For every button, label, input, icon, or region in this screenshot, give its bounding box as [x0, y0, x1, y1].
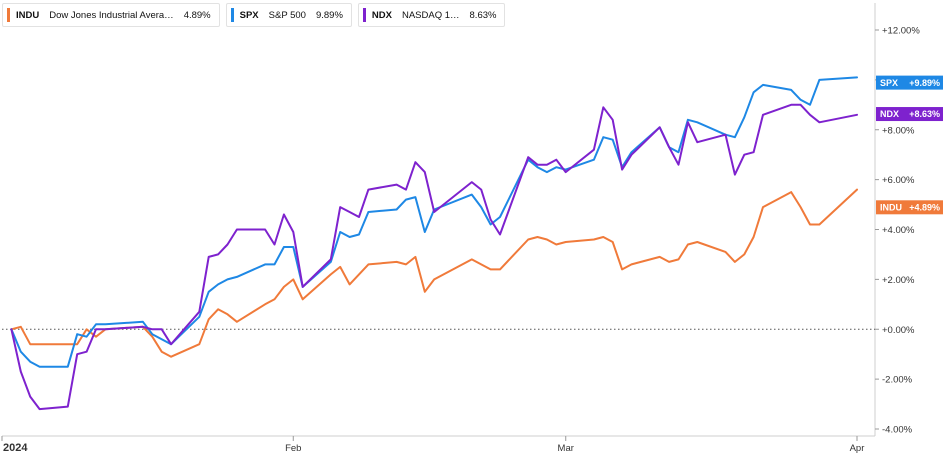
- y-tick-label: +0.00%: [882, 325, 915, 336]
- x-tick-label: Feb: [285, 443, 301, 454]
- series-line-ndx: [10, 103, 858, 411]
- plot-frame: [2, 3, 876, 437]
- end-label-ticker: INDU: [880, 203, 902, 213]
- end-label-ndx: NDX +8.63%: [876, 107, 943, 122]
- legend: INDU Dow Jones Industrial Avera… 4.89% S…: [2, 3, 506, 27]
- x-axis: 2024 Feb Mar Apr: [1, 436, 865, 454]
- y-tick-label: -2.00%: [882, 375, 913, 386]
- legend-change-ndx: 8.63%: [469, 9, 497, 21]
- legend-name-spx: S&P 500: [268, 9, 306, 21]
- y-tick-label: +4.00%: [882, 225, 915, 236]
- legend-change-indu: 4.89%: [183, 9, 211, 21]
- series-line-indu: [10, 188, 858, 358]
- x-tick-label: Apr: [850, 443, 865, 454]
- end-label-box: [876, 107, 943, 122]
- end-label-box: [876, 75, 943, 90]
- legend-swatch-spx: [230, 8, 234, 22]
- end-label-value: +4.89%: [909, 203, 940, 213]
- end-label-value: +8.63%: [909, 109, 940, 119]
- legend-item-indu[interactable]: INDU Dow Jones Industrial Avera… 4.89%: [2, 3, 220, 27]
- legend-ticker-ndx: NDX: [371, 9, 392, 21]
- legend-name-ndx: NASDAQ 1…: [401, 9, 460, 21]
- end-labels: INDU +4.89% SPX +9.89% NDX +8.63%: [876, 75, 943, 215]
- series-line-spx: [10, 76, 858, 368]
- y-tick-label: +12.00%: [882, 26, 920, 37]
- x-tick-label: Mar: [558, 443, 574, 454]
- end-label-box: [876, 200, 943, 215]
- end-label-ticker: SPX: [880, 78, 898, 88]
- legend-ticker-indu: INDU: [16, 9, 40, 21]
- legend-item-spx[interactable]: SPX S&P 500 9.89%: [225, 3, 352, 27]
- end-label-indu: INDU +4.89%: [876, 200, 943, 215]
- y-tick-label: +2.00%: [882, 275, 915, 286]
- end-label-spx: SPX +9.89%: [876, 75, 943, 90]
- legend-change-spx: 9.89%: [315, 9, 343, 21]
- y-tick-label: +6.00%: [882, 175, 915, 186]
- series-lines: [10, 76, 858, 411]
- legend-item-ndx[interactable]: NDX NASDAQ 1… 8.63%: [357, 3, 506, 27]
- legend-name-indu: Dow Jones Industrial Avera…: [49, 9, 174, 21]
- legend-swatch-indu: [7, 8, 10, 22]
- y-tick-label: -4.00%: [882, 425, 913, 436]
- legend-swatch-ndx: [362, 8, 366, 22]
- y-tick-label: +8.00%: [882, 125, 915, 136]
- end-label-value: +9.89%: [909, 78, 940, 88]
- legend-ticker-spx: SPX: [239, 9, 259, 21]
- end-label-ticker: NDX: [880, 109, 899, 119]
- x-tick-label: 2024: [3, 442, 28, 454]
